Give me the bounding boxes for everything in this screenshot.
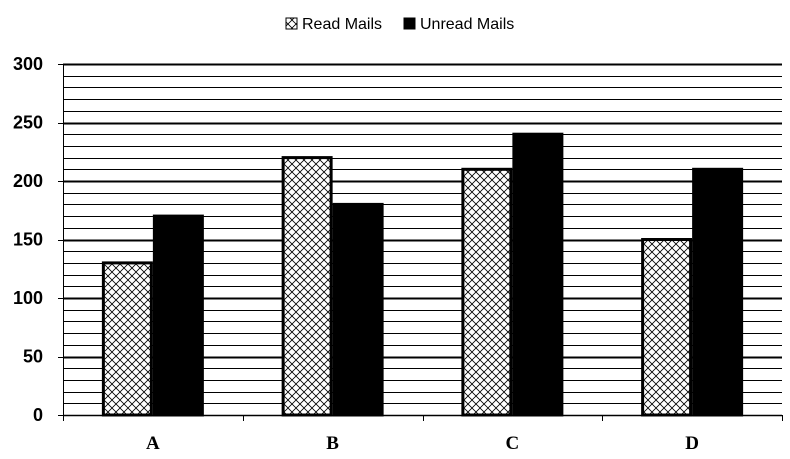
legend-swatch-unread-mails xyxy=(403,17,416,30)
bar-unread-mails-b xyxy=(332,202,384,417)
legend-label-read-mails: Read Mails xyxy=(302,16,382,33)
bar-unread-mails-a xyxy=(152,214,204,417)
legend-label-unread-mails: Unread Mails xyxy=(420,16,514,33)
y-tick-label: 50 xyxy=(23,347,43,367)
x-tick-label: A xyxy=(146,433,160,454)
bar-read-mails-d xyxy=(641,238,693,417)
y-tick-label: 300 xyxy=(13,54,43,74)
bar-unread-mails-d xyxy=(692,167,744,417)
bar-unread-mails-c xyxy=(512,132,564,417)
x-tick-label: C xyxy=(506,433,520,454)
y-tick-label: 100 xyxy=(13,288,43,308)
bar-read-mails-a xyxy=(101,261,153,417)
x-tick-label: B xyxy=(326,433,339,454)
bar-read-mails-b xyxy=(281,156,333,417)
x-tick-label: D xyxy=(685,433,699,454)
y-axis-ticks: 0 50 100 150 200 250 300 xyxy=(13,54,63,425)
y-tick-label: 0 xyxy=(33,405,43,425)
y-tick-label: 200 xyxy=(13,171,43,191)
axes xyxy=(63,64,783,421)
y-tick-label: 150 xyxy=(13,230,43,250)
legend-swatch-read-mails xyxy=(285,17,298,30)
bars xyxy=(101,132,744,417)
legend: Read Mails Unread Mails xyxy=(285,16,514,33)
bar-read-mails-c xyxy=(461,167,513,417)
x-axis-ticks: A B C D xyxy=(146,433,699,454)
y-tick-label: 250 xyxy=(13,113,43,133)
